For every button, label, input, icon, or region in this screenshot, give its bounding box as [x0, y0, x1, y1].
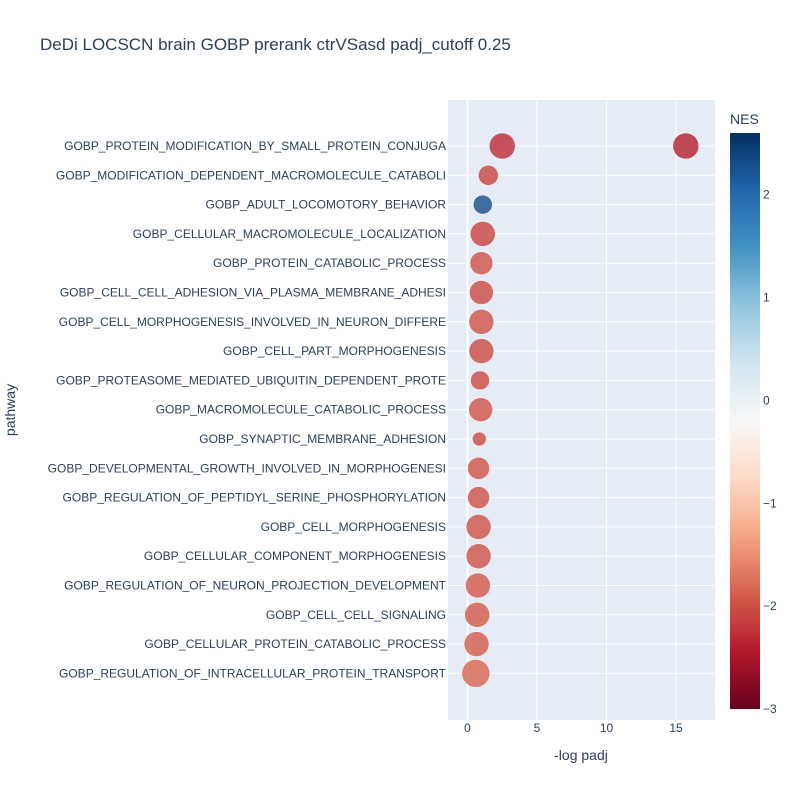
data-point	[467, 457, 490, 480]
y-tick-label: GOBP_REGULATION_OF_PEPTIDYL_SERINE_PHOSP…	[63, 491, 446, 505]
data-point	[478, 165, 499, 186]
data-point	[472, 431, 487, 447]
y-tick-label: GOBP_CELLULAR_COMPONENT_MORPHOGENESIS	[144, 549, 446, 563]
data-point	[465, 572, 491, 599]
y-tick-label: GOBP_CELLULAR_PROTEIN_CATABOLIC_PROCESS	[144, 637, 446, 651]
y-tick-label: GOBP_CELL_MORPHOGENESIS_INVOLVED_IN_NEUR…	[59, 315, 446, 329]
y-tick-label: GOBP_REGULATION_OF_INTRACELLULAR_PROTEIN…	[59, 666, 447, 680]
y-tick-label: GOBP_CELL_PART_MORPHOGENESIS	[223, 344, 446, 358]
y-tick-label: GOBP_ADULT_LOCOMOTORY_BEHAVIOR	[205, 198, 446, 212]
y-tick-label: GOBP_SYNAPTIC_MEMBRANE_ADHESION	[199, 432, 446, 446]
colorbar-tick-label: −3	[763, 702, 777, 716]
y-tick-label: GOBP_DEVELOPMENTAL_GROWTH_INVOLVED_IN_MO…	[48, 461, 446, 475]
colorbar-tick-label: 0	[763, 393, 770, 407]
data-point	[469, 280, 494, 305]
x-tick-label: 0	[464, 721, 471, 735]
y-axis-labels: GOBP_PROTEIN_MODIFICATION_BY_SMALL_PROTE…	[48, 139, 447, 680]
colorbar: NES 2 1 0 −1 −2 −3	[730, 111, 777, 716]
colorbar-tick-label: −2	[763, 599, 777, 613]
x-tick-label: 5	[534, 721, 541, 735]
data-point	[468, 338, 495, 364]
x-tick-label: 10	[600, 721, 614, 735]
data-point	[488, 132, 516, 160]
data-point	[468, 397, 493, 422]
data-point	[469, 251, 494, 275]
colorbar-gradient	[730, 133, 760, 709]
data-point	[468, 309, 495, 335]
colorbar-tick-label: 1	[763, 291, 770, 305]
colorbar-title: NES	[730, 111, 759, 127]
data-point	[473, 194, 493, 215]
data-point	[461, 659, 491, 688]
y-tick-label: GOBP_CELL_CELL_ADHESION_VIA_PLASMA_MEMBR…	[60, 286, 446, 300]
y-tick-label: GOBP_CELL_MORPHOGENESIS	[261, 520, 446, 534]
data-point	[470, 370, 490, 391]
x-axis-ticks: 0 5 10 15	[464, 721, 683, 735]
colorbar-ticks: 2 1 0 −1 −2 −3	[763, 188, 777, 716]
chart-title: DeDi LOCSCN brain GOBP prerank ctrVSasd …	[40, 35, 511, 54]
colorbar-tick-label: −1	[763, 496, 777, 510]
data-point	[672, 132, 700, 160]
data-point	[465, 543, 492, 569]
data-point	[464, 602, 490, 628]
x-tick-label: 15	[669, 721, 683, 735]
y-tick-label: GOBP_PROTEASOME_MEDIATED_UBIQUITIN_DEPEN…	[56, 373, 446, 387]
y-tick-label: GOBP_MACROMOLECULE_CATABOLIC_PROCESS	[156, 403, 446, 417]
y-tick-label: GOBP_MODIFICATION_DEPENDENT_MACROMOLECUL…	[56, 168, 446, 182]
y-tick-label: GOBP_CELL_CELL_SIGNALING	[266, 608, 446, 622]
y-tick-label: GOBP_REGULATION_OF_NEURON_PROJECTION_DEV…	[64, 579, 447, 593]
colorbar-tick-label: 2	[763, 188, 770, 202]
data-point	[465, 514, 492, 540]
data-point	[467, 486, 490, 509]
y-axis-title: pathway	[2, 384, 18, 436]
data-point	[470, 221, 496, 247]
y-tick-label: GOBP_PROTEIN_CATABOLIC_PROCESS	[213, 256, 446, 270]
data-point	[463, 631, 490, 657]
x-axis-title: -log padj	[554, 747, 608, 763]
y-tick-label: GOBP_PROTEIN_MODIFICATION_BY_SMALL_PROTE…	[64, 139, 446, 153]
y-tick-label: GOBP_CELLULAR_MACROMOLECULE_LOCALIZATION	[133, 227, 446, 241]
data-points	[461, 132, 700, 688]
